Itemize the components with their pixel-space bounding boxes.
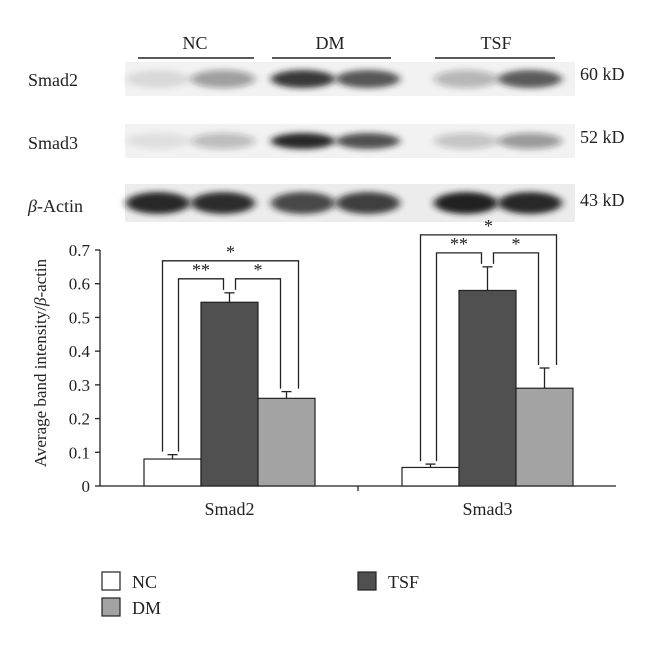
blot-size-label-smad3: 52 kD	[580, 127, 625, 147]
y-tick-label: 0	[82, 477, 91, 496]
y-axis-label: Average band intensity/β-actin	[31, 258, 50, 467]
blot-band-1-1	[126, 70, 190, 88]
blot-band-1-2	[191, 70, 255, 88]
blot-band-3-4	[336, 192, 400, 214]
significance-bracket	[435, 252, 483, 462]
blot-band-3-3	[271, 192, 335, 214]
western-blot-panel: NC DM TSF Smad2 Smad3 β-Actin 60 kD 52 k…	[27, 33, 625, 222]
bar-dm-smad3	[515, 387, 574, 487]
x-category-label: Smad3	[462, 499, 512, 519]
blot-band-2-4	[336, 133, 400, 149]
blot-band-1-6	[498, 70, 562, 88]
blot-row-label-smad3: Smad3	[28, 133, 78, 153]
bar-nc-smad3	[401, 466, 460, 487]
y-tick-label: 0.4	[69, 342, 91, 361]
y-tick-label: 0.7	[69, 241, 91, 260]
blot-band-2-6	[498, 133, 562, 149]
blot-band-3-6	[498, 192, 562, 214]
legend-swatch-nc	[101, 571, 121, 591]
y-axis-label-prefix: Average band intensity/	[31, 306, 50, 467]
significance-label: **	[192, 260, 210, 280]
blot-group-label-dm: DM	[315, 33, 344, 53]
significance-brackets: *** **** *	[161, 216, 558, 462]
blot-band-2-1	[126, 133, 190, 149]
significance-bracket	[492, 252, 540, 365]
y-tick-label: 0.3	[69, 376, 90, 395]
blot-band-3-5	[434, 192, 498, 214]
significance-label: **	[450, 234, 468, 254]
y-tick-label: 0.2	[69, 410, 90, 429]
x-axis-categories: Smad2 Smad3	[204, 486, 513, 519]
blot-row-label-actin-suffix: -Actin	[37, 196, 83, 216]
significance-label: *	[226, 242, 235, 262]
blot-band-1-3	[271, 70, 335, 88]
legend-label-tsf: TSF	[388, 572, 419, 592]
x-category-label: Smad2	[204, 499, 254, 519]
y-axis-label-suffix: -actin	[31, 258, 50, 297]
bar-tsf-smad2	[200, 301, 259, 487]
y-tick-label: 0.6	[69, 275, 90, 294]
significance-bracket	[419, 234, 558, 462]
legend-label-nc: NC	[132, 572, 157, 592]
blot-row-label-actin-prefix: β	[27, 196, 37, 216]
blot-band-2-3	[271, 133, 335, 149]
blot-group-label-tsf: TSF	[480, 33, 511, 53]
blot-size-label-actin: 43 kD	[580, 190, 625, 210]
legend-swatch-tsf	[357, 571, 377, 591]
blot-band-2-2	[191, 133, 255, 149]
significance-label: *	[254, 260, 263, 280]
bar-dm-smad2	[257, 397, 316, 487]
y-tick-label: 0.5	[69, 308, 90, 327]
blot-band-3-2	[191, 192, 255, 214]
y-axis-label-beta: β	[31, 297, 50, 307]
significance-bracket	[234, 278, 282, 389]
legend-label-dm: DM	[132, 598, 161, 618]
legend: NC TSF DM	[101, 571, 419, 618]
bar-nc-smad2	[143, 458, 202, 487]
blot-band-2-5	[434, 133, 498, 149]
blot-band-1-5	[434, 70, 498, 88]
blot-band-1-4	[336, 70, 400, 88]
blot-row-label-smad2: Smad2	[28, 70, 78, 90]
blot-bands	[126, 70, 562, 214]
bar-tsf-smad3	[458, 289, 517, 487]
significance-bracket	[177, 278, 225, 452]
bar-chart: Average band intensity/β-actin 0 0.1 0.2 0.…	[31, 216, 616, 519]
blot-row-label-actin: β-Actin	[27, 196, 83, 216]
y-tick-label: 0.1	[69, 443, 90, 462]
y-axis-ticks: 0 0.1 0.2 0.3 0.4 0.5 0.6 0.7	[69, 241, 100, 496]
blot-group-label-nc: NC	[182, 33, 207, 53]
significance-label: *	[512, 234, 521, 254]
bar-marks	[143, 266, 574, 487]
blot-band-3-1	[126, 192, 190, 214]
significance-bracket	[161, 260, 300, 452]
blot-size-label-smad2: 60 kD	[580, 64, 625, 84]
significance-label: *	[484, 216, 493, 236]
legend-swatch-dm	[101, 597, 121, 617]
